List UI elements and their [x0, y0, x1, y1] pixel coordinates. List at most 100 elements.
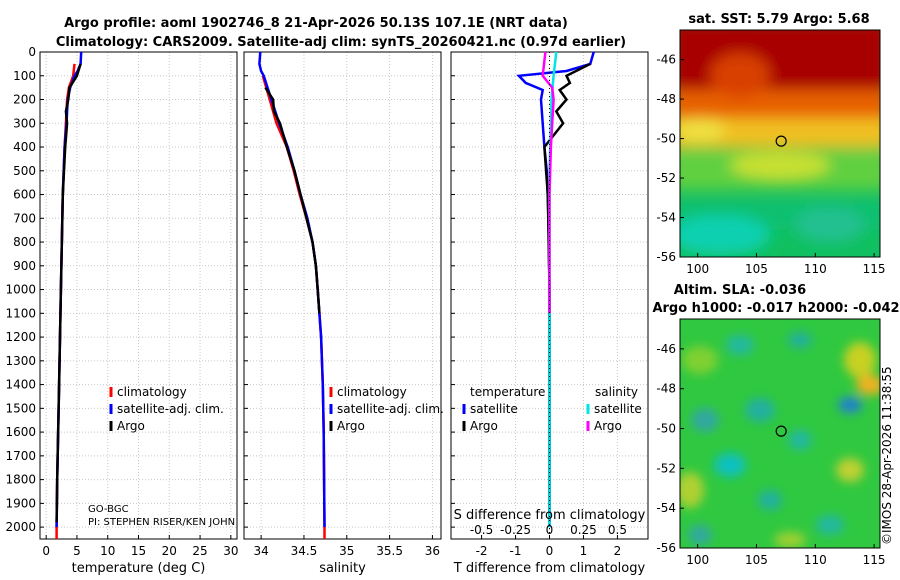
y-tick-label: 1600	[5, 425, 36, 439]
sla-heatmap	[680, 319, 880, 548]
map-y-tick-label: -52	[656, 171, 676, 185]
x-tick-label: 36	[425, 544, 440, 558]
imos-footer: ©IMOS 28-Apr-2026 11:38:55	[880, 366, 894, 545]
y-tick-label: 1000	[5, 283, 36, 297]
y-tick-label: 300	[13, 116, 36, 130]
x-tick-label: 34.5	[291, 544, 318, 558]
sla-map-title: Altim. SLA: -0.036	[674, 283, 806, 298]
y-tick-label: 700	[13, 211, 36, 225]
sla-map-frame	[679, 318, 881, 549]
x-axis-label: T difference from climatology	[453, 561, 646, 576]
legend-sal-satellite-label: satellite	[594, 402, 642, 416]
y-tick-label: 1400	[5, 378, 36, 392]
temperature-panel: 0 5 10 15 20 25 300100200300400500600700800900…	[5, 45, 238, 576]
y-tick-label: 900	[13, 259, 36, 273]
s-tick-label: 0.5	[608, 523, 627, 537]
map-x-tick-label: 105	[745, 262, 768, 276]
x-tick-label: 35.5	[376, 544, 403, 558]
x-tick-label: 15	[131, 544, 146, 558]
sst-heatmap	[680, 30, 880, 257]
credit-group: GO-BGC	[88, 504, 129, 515]
legend-argo-label: Argo	[117, 419, 145, 433]
map-y-tick-label: -54	[656, 501, 676, 515]
map-x-tick-label: 110	[804, 553, 827, 567]
s-tick-label: -0.5	[470, 523, 493, 537]
x-tick-label: 30	[223, 544, 238, 558]
legend-temp-satellite-label: satellite	[470, 402, 518, 416]
legend-sal-argo-label: Argo	[594, 419, 622, 433]
x-axis-label: salinity	[319, 561, 366, 576]
sla-map-subtitle: Argo h1000: -0.017 h2000: -0.042	[652, 301, 899, 316]
x-tick-label: 35	[339, 544, 354, 558]
map-y-tick-label: -50	[656, 132, 676, 146]
series-line-argo	[55, 63, 82, 523]
map-x-tick-label: 115	[863, 553, 886, 567]
y-tick-label: 1500	[5, 401, 36, 415]
credit-pi: PI: STEPHEN RISER/KEN JOHN	[88, 517, 235, 528]
map-x-tick-label: 115	[863, 262, 886, 276]
legend-climatology-label: climatology	[117, 385, 187, 399]
map-y-tick-label: -48	[656, 92, 676, 106]
y-tick-label: 1100	[5, 306, 36, 320]
map-y-tick-label: -46	[656, 53, 676, 67]
argo-position-marker	[775, 135, 787, 147]
x-tick-label: 10	[100, 544, 115, 558]
legend-argo-label: Argo	[337, 419, 365, 433]
x-tick-label: 2	[614, 544, 622, 558]
sst-map-frame	[679, 29, 881, 258]
x-tick-label: -2	[476, 544, 488, 558]
y-tick-label: 200	[13, 93, 36, 107]
map-x-tick-label: 105	[745, 553, 768, 567]
y-tick-label: 1700	[5, 449, 36, 463]
map-y-tick-label: -54	[656, 211, 676, 225]
legend-temperature-heading: temperature	[470, 385, 545, 399]
title-line1: Argo profile: aoml 1902746_8 21-Apr-2026…	[64, 16, 568, 31]
s-diff-label: S difference from climatology	[454, 508, 646, 523]
sla-map-axes: 100 105 110 115 -46 -48 -50 -52 -54 -56	[656, 342, 885, 567]
map-y-tick-label: -56	[656, 250, 676, 264]
difference-panel: -2 -1 0 1 2 T difference from climatology S di…	[450, 51, 649, 576]
series-line-argo	[264, 86, 321, 314]
y-tick-label: 2000	[5, 520, 36, 534]
map-y-tick-label: -50	[656, 422, 676, 436]
y-tick-label: 500	[13, 164, 36, 178]
map-y-tick-label: -46	[656, 342, 676, 356]
series-line-satellite-adj-clim-	[258, 51, 326, 528]
map-x-tick-label: 110	[804, 262, 827, 276]
s-tick-label: 0.25	[570, 523, 597, 537]
x-axis-label: temperature (deg C)	[72, 561, 206, 576]
map-y-tick-label: -52	[656, 461, 676, 475]
x-tick-label: 0	[546, 544, 554, 558]
sst-map-title: sat. SST: 5.79 Argo: 5.68	[688, 12, 869, 27]
y-tick-label: 0	[28, 45, 36, 59]
y-tick-label: 1300	[5, 354, 36, 368]
legend-salinity-heading: salinity	[595, 385, 638, 399]
y-tick-label: 600	[13, 188, 36, 202]
axes-frame	[243, 51, 442, 540]
x-tick-label: 0	[42, 544, 50, 558]
y-tick-label: 400	[13, 140, 36, 154]
x-tick-label: -1	[510, 544, 522, 558]
map-y-tick-label: -48	[656, 382, 676, 396]
x-tick-label: 34	[253, 544, 268, 558]
legend-satellite-label: satellite-adj. clim.	[337, 402, 444, 416]
x-tick-label: 1	[580, 544, 588, 558]
map-x-tick-label: 100	[686, 553, 709, 567]
legend-satellite-label: satellite-adj. clim.	[117, 402, 224, 416]
series-line-salinity-argo	[541, 51, 555, 314]
argo-position-marker	[775, 425, 787, 437]
sst-map-axes: 100 105 110 115 -46 -48 -50 -52 -54 -56	[656, 53, 885, 276]
y-tick-label: 1800	[5, 473, 36, 487]
x-tick-label: 20	[162, 544, 177, 558]
map-x-tick-label: 100	[686, 262, 709, 276]
x-tick-label: 5	[73, 544, 81, 558]
map-y-tick-label: -56	[656, 541, 676, 555]
title-line2: Climatology: CARS2009. Satellite-adj cli…	[56, 35, 626, 50]
y-tick-label: 800	[13, 235, 36, 249]
salinity-panel: 34 34.5 35 35.5 36 salinity climatology satelli…	[243, 51, 444, 576]
x-tick-label: 25	[192, 544, 207, 558]
series-line-climatology	[261, 75, 326, 539]
y-tick-label: 1200	[5, 330, 36, 344]
legend-temp-argo-label: Argo	[470, 419, 498, 433]
